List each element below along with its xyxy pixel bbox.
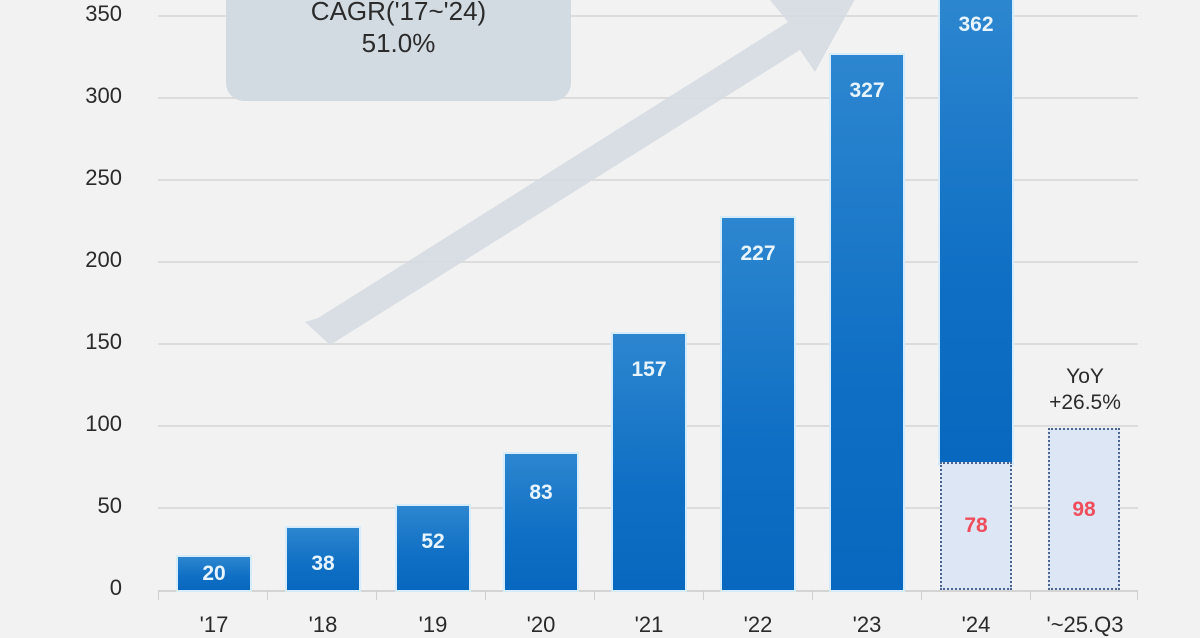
bar-2017: 20: [178, 557, 250, 590]
y-tick-50: 50: [97, 493, 122, 518]
y-tick-200: 200: [85, 247, 122, 272]
x-tickmark: [921, 590, 922, 600]
bar-value: 362: [958, 13, 994, 36]
x-tickmark: [1137, 590, 1138, 600]
y-tick-150: 150: [85, 329, 122, 354]
bar-value: 20: [202, 562, 226, 585]
x-label-2024: '24: [961, 612, 991, 637]
y-tick-0: 0: [109, 575, 122, 600]
bar-2024-segment-78: 78: [940, 462, 1012, 590]
y-tick-100: 100: [85, 411, 122, 436]
x-label-2018: '18: [308, 612, 338, 637]
x-tickmark: [812, 590, 813, 600]
x-label-2025-q3: '~25.Q3: [1046, 612, 1124, 637]
x-label-2019: '19: [418, 612, 448, 637]
segment-value: 78: [964, 514, 988, 537]
x-tickmark: [376, 590, 377, 600]
x-tickmark: [1030, 590, 1031, 600]
x-tickmark: [594, 590, 595, 600]
cagr-label: CAGR('17~'24): [310, 0, 487, 26]
bar-value: 227: [740, 242, 776, 265]
x-label-2023: '23: [852, 612, 882, 637]
bar-2023: 327: [831, 55, 903, 590]
x-tickmark: [267, 590, 268, 600]
bar-2024: 362: [940, 0, 1012, 464]
bar-2018: 38: [287, 528, 359, 590]
gridline-250: [158, 179, 1138, 181]
gridline-300: [158, 97, 1138, 99]
y-tick-300: 300: [85, 83, 122, 108]
y-tick-350: 350: [85, 1, 122, 26]
x-tickmark: [158, 590, 159, 600]
bar-value: 157: [631, 358, 667, 381]
bar-value: 38: [311, 552, 335, 575]
bar-value: 52: [421, 530, 445, 553]
x-label-2017: '17: [199, 612, 229, 637]
x-tickmark: [703, 590, 704, 600]
bar-2025-q3: 98: [1048, 428, 1120, 590]
yoy-label: YoY: [1066, 365, 1104, 388]
bar-2020: 83: [505, 454, 577, 590]
x-label-2020: '20: [526, 612, 556, 637]
x-tickmark: [485, 590, 486, 600]
yoy-annotation: YoY +26.5%: [1020, 364, 1150, 416]
y-tick-250: 250: [85, 165, 122, 190]
bar-2021: 157: [613, 334, 685, 590]
bar-2019: 52: [397, 506, 469, 590]
gridline-350: [158, 15, 1138, 17]
yoy-value: +26.5%: [1049, 391, 1121, 414]
x-axis-line: [158, 590, 1138, 592]
x-label-2021: '21: [634, 612, 664, 637]
x-label-2022: '22: [743, 612, 773, 637]
gridline-200: [158, 261, 1138, 263]
cagr-value: 51.0%: [361, 28, 436, 58]
cagr-annotation: CAGR('17~'24) 51.0%: [226, 0, 571, 101]
bar-2022: 227: [722, 218, 794, 590]
bar-value: 83: [529, 481, 553, 504]
bar-value: 327: [849, 79, 885, 102]
segment-value: 98: [1072, 498, 1096, 521]
